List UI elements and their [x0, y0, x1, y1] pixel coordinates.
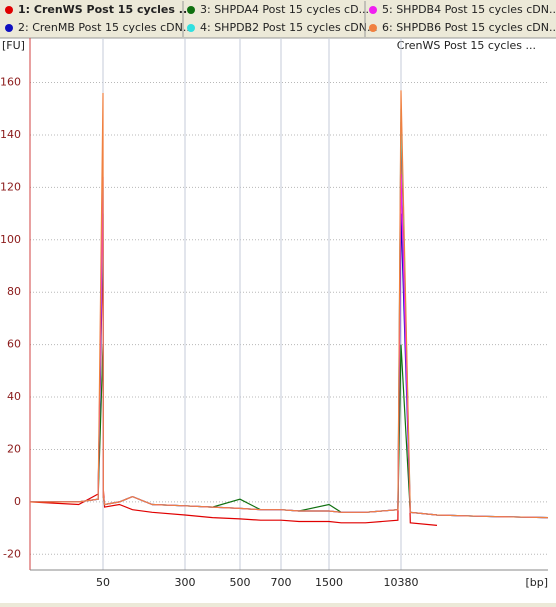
annotation: CrenWS Post 15 cycles ...: [397, 39, 536, 52]
y-tick-label: 20: [7, 442, 21, 455]
y-tick-label: 120: [0, 180, 21, 193]
y-tick-label: 40: [7, 390, 21, 403]
legend-label: 2: CrenMB Post 15 cycles cDN...: [18, 21, 193, 34]
y-tick-label: 160: [0, 76, 21, 89]
y-tick-label: 80: [7, 285, 21, 298]
legend-marker: [187, 24, 195, 32]
x-unit: [bp]: [525, 576, 548, 589]
legend-label: 4: SHPDB2 Post 15 cycles cDN...: [200, 21, 378, 34]
x-tick-label: 500: [230, 576, 251, 589]
y-tick-label: 60: [7, 338, 21, 351]
legend-marker: [369, 6, 377, 14]
legend-marker: [5, 24, 13, 32]
legend-marker: [187, 6, 195, 14]
legend-marker: [5, 6, 13, 14]
x-tick-label: 700: [271, 576, 292, 589]
legend-background: [0, 0, 556, 38]
y-tick-label: 100: [0, 233, 21, 246]
legend-label: 5: SHPDB4 Post 15 cycles cDN...: [382, 3, 556, 16]
x-tick-label: 10380: [384, 576, 419, 589]
series-line: [30, 90, 549, 519]
legend-label: 1: CrenWS Post 15 cycles ...: [18, 3, 191, 16]
plot-background: [0, 38, 556, 603]
y-unit: [FU]: [2, 39, 25, 52]
legend-marker: [369, 24, 377, 32]
legend-label: 6: SHPDB6 Post 15 cycles cDN...: [382, 21, 556, 34]
x-tick-label: 1500: [315, 576, 343, 589]
legend-label: 3: SHPDA4 Post 15 cycles cD...: [200, 3, 369, 16]
y-tick-label: 140: [0, 128, 21, 141]
x-tick-label: 300: [175, 576, 196, 589]
x-tick-label: 50: [96, 576, 110, 589]
y-tick-label: 0: [14, 495, 21, 508]
y-tick-label: -20: [3, 547, 21, 560]
